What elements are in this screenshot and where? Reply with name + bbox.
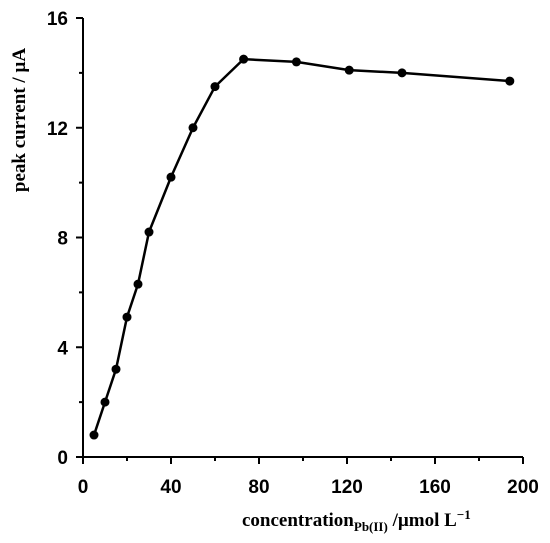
data-point bbox=[144, 227, 154, 237]
x-tick-label: 160 bbox=[419, 477, 451, 498]
x-tick-label: 80 bbox=[248, 477, 269, 498]
data-point bbox=[505, 76, 515, 86]
y-tick-label: 4 bbox=[57, 338, 68, 359]
data-point bbox=[239, 54, 249, 64]
x-axis-title-main: concentration bbox=[242, 510, 354, 531]
y-tick-label: 16 bbox=[47, 9, 68, 30]
data-point bbox=[111, 364, 121, 374]
x-axis-title-unit: /µmol L bbox=[388, 510, 457, 531]
data-point bbox=[188, 123, 198, 133]
x-tick-label: 120 bbox=[331, 477, 363, 498]
y-axis-title: peak current / µA bbox=[9, 48, 30, 192]
x-tick-label: 0 bbox=[78, 477, 89, 498]
series-layer bbox=[89, 54, 515, 440]
data-point bbox=[100, 397, 110, 407]
data-point bbox=[133, 279, 143, 289]
y-tick-label: 12 bbox=[47, 119, 68, 140]
x-tick-label: 200 bbox=[507, 477, 539, 498]
series-line bbox=[92, 57, 510, 436]
data-point bbox=[210, 82, 220, 92]
x-axis-title-superscript: −1 bbox=[457, 507, 471, 522]
y-tick-label: 8 bbox=[57, 229, 68, 250]
y-tick-label: 0 bbox=[57, 448, 68, 469]
data-point bbox=[122, 312, 132, 322]
data-point bbox=[397, 68, 407, 78]
x-tick-label: 40 bbox=[160, 477, 181, 498]
x-axis-title: concentrationPb(II) /µmol L−1 bbox=[242, 507, 471, 534]
data-point bbox=[291, 57, 301, 67]
data-point bbox=[89, 430, 99, 440]
x-axis-title-subscript: Pb(II) bbox=[354, 519, 388, 534]
ticks-layer: 0 40 80 120 160 200 0 4 8 12 16 bbox=[47, 9, 539, 498]
data-point bbox=[344, 65, 354, 75]
data-point bbox=[166, 172, 176, 182]
